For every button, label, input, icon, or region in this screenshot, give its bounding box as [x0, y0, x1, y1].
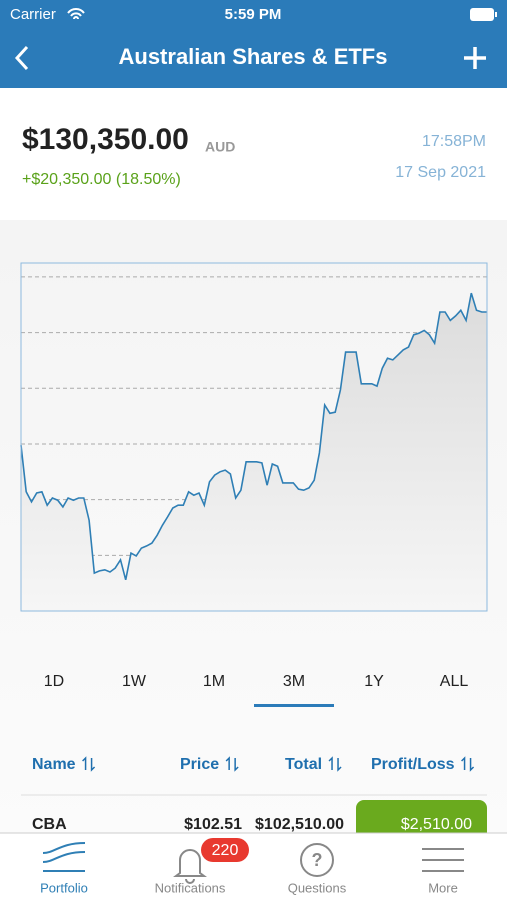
area: [21, 293, 487, 611]
change: +$20,350.00 (18.50%): [22, 171, 181, 188]
sort-icon: [328, 756, 342, 772]
clock: 5:59 PM: [225, 6, 282, 23]
tab-label[interactable]: Questions: [288, 880, 347, 895]
question-icon: [300, 843, 334, 877]
tab-label[interactable]: More: [428, 880, 458, 895]
range-option[interactable]: 1W: [122, 673, 147, 690]
range-option[interactable]: 3M: [283, 673, 305, 690]
sort-icon: [82, 756, 96, 772]
currency: AUD: [205, 139, 235, 155]
tab-label[interactable]: Notifications: [155, 880, 226, 895]
range-option[interactable]: ALL: [440, 673, 469, 690]
question-mark: ?: [312, 850, 323, 870]
range-underline: [254, 704, 334, 707]
ticker: CBA: [32, 816, 67, 833]
price-line: [20, 292, 487, 581]
wifi-icon: [67, 8, 85, 20]
sort-icon: [461, 756, 475, 772]
portfolio-value: $130,350.00: [22, 123, 189, 156]
battery-tip: [495, 12, 497, 17]
cell: $102.51: [184, 816, 242, 833]
cell: $2,510.00: [401, 816, 472, 833]
range-option[interactable]: 1M: [203, 673, 225, 690]
sort-icon: [225, 756, 239, 772]
column-header[interactable]: Total: [285, 756, 322, 773]
add-button[interactable]: [464, 47, 486, 69]
column-header[interactable]: Price: [180, 756, 219, 773]
more-icon: [422, 848, 464, 872]
update-date: 17 Sep 2021: [395, 164, 486, 181]
badge-count: 220: [212, 842, 239, 859]
column-header[interactable]: Name: [32, 756, 76, 773]
carrier: Carrier: [10, 6, 56, 23]
bell-icon: [173, 849, 207, 884]
battery-icon: [470, 8, 494, 21]
portfolio-icon: [42, 842, 86, 872]
cell: $102,510.00: [255, 816, 344, 833]
chart-frame: [20, 262, 488, 612]
back-button[interactable]: [14, 45, 29, 71]
nav-title: Australian Shares & ETFs: [119, 44, 388, 69]
update-time: 17:58PM: [422, 133, 486, 150]
range-option[interactable]: 1Y: [364, 673, 384, 690]
tab-label[interactable]: Portfolio: [40, 880, 88, 895]
badge: [201, 838, 249, 862]
tab-bar: [0, 833, 507, 900]
header: [0, 0, 507, 88]
column-header[interactable]: Profit/Loss: [371, 756, 455, 773]
range-option[interactable]: 1D: [44, 673, 64, 690]
